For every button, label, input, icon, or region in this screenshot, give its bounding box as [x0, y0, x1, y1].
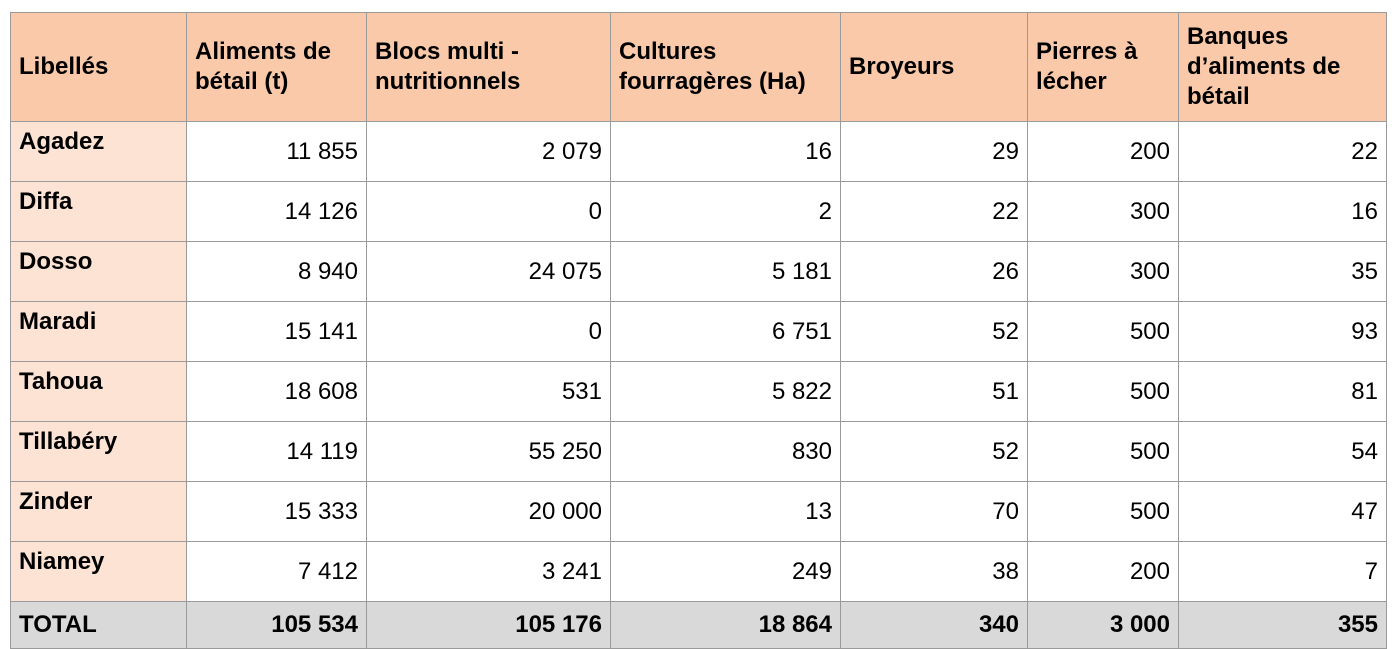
- value-cell: 18 608: [186, 361, 367, 422]
- table-row: Dosso 8 940 24 075 5 181 26 300 35: [10, 241, 1387, 302]
- row-label: Diffa: [10, 181, 187, 242]
- value-cell: 47: [1178, 481, 1387, 542]
- value-cell: 2 079: [366, 121, 611, 182]
- value-cell: 500: [1027, 481, 1179, 542]
- total-cell: 3 000: [1027, 601, 1179, 649]
- value-cell: 0: [366, 301, 611, 362]
- total-cell: 105 534: [186, 601, 367, 649]
- value-cell: 7: [1178, 541, 1387, 602]
- row-label: Tillabéry: [10, 421, 187, 482]
- value-cell: 14 119: [186, 421, 367, 482]
- value-cell: 2: [610, 181, 841, 242]
- value-cell: 500: [1027, 301, 1179, 362]
- value-cell: 830: [610, 421, 841, 482]
- value-cell: 22: [1178, 121, 1387, 182]
- value-cell: 300: [1027, 181, 1179, 242]
- value-cell: 55 250: [366, 421, 611, 482]
- value-cell: 7 412: [186, 541, 367, 602]
- value-cell: 200: [1027, 121, 1179, 182]
- value-cell: 29: [840, 121, 1028, 182]
- row-label: Agadez: [10, 121, 187, 182]
- page: Libellés Aliments de bétail (t) Blocs mult…: [10, 12, 1387, 649]
- table-row: Diffa 14 126 0 2 22 300 16: [10, 181, 1387, 242]
- table-row: Tillabéry 14 119 55 250 830 52 500 54: [10, 421, 1387, 482]
- value-cell: 3 241: [366, 541, 611, 602]
- header-row: Libellés Aliments de bétail (t) Blocs mult…: [10, 12, 1387, 122]
- total-label: TOTAL: [10, 601, 187, 649]
- value-cell: 531: [366, 361, 611, 422]
- total-cell: 18 864: [610, 601, 841, 649]
- row-label: Zinder: [10, 481, 187, 542]
- value-cell: 5 822: [610, 361, 841, 422]
- value-cell: 20 000: [366, 481, 611, 542]
- value-cell: 8 940: [186, 241, 367, 302]
- value-cell: 52: [840, 301, 1028, 362]
- total-cell: 340: [840, 601, 1028, 649]
- value-cell: 300: [1027, 241, 1179, 302]
- value-cell: 500: [1027, 421, 1179, 482]
- value-cell: 200: [1027, 541, 1179, 602]
- value-cell: 24 075: [366, 241, 611, 302]
- value-cell: 51: [840, 361, 1028, 422]
- value-cell: 500: [1027, 361, 1179, 422]
- data-table: Libellés Aliments de bétail (t) Blocs mult…: [10, 12, 1387, 649]
- value-cell: 14 126: [186, 181, 367, 242]
- value-cell: 16: [610, 121, 841, 182]
- header-cell: Libellés: [10, 12, 187, 122]
- table-body: Agadez 11 855 2 079 16 29 200 22 Diffa 14 126 0 2 2…: [10, 121, 1387, 649]
- header-cell: Aliments de bétail (t): [186, 12, 367, 122]
- header-cell: Banques d’aliments de bétail: [1178, 12, 1387, 122]
- value-cell: 0: [366, 181, 611, 242]
- total-cell: 105 176: [366, 601, 611, 649]
- table-row: Agadez 11 855 2 079 16 29 200 22: [10, 121, 1387, 182]
- value-cell: 38: [840, 541, 1028, 602]
- header-cell: Broyeurs: [840, 12, 1028, 122]
- value-cell: 52: [840, 421, 1028, 482]
- value-cell: 81: [1178, 361, 1387, 422]
- value-cell: 11 855: [186, 121, 367, 182]
- table-row: Zinder 15 333 20 000 13 70 500 47: [10, 481, 1387, 542]
- value-cell: 6 751: [610, 301, 841, 362]
- value-cell: 15 333: [186, 481, 367, 542]
- value-cell: 70: [840, 481, 1028, 542]
- value-cell: 15 141: [186, 301, 367, 362]
- total-row: TOTAL 105 534 105 176 18 864 340 3 000 355: [10, 601, 1387, 649]
- row-label: Tahoua: [10, 361, 187, 422]
- table-row: Niamey 7 412 3 241 249 38 200 7: [10, 541, 1387, 602]
- row-label: Maradi: [10, 301, 187, 362]
- value-cell: 5 181: [610, 241, 841, 302]
- row-label: Niamey: [10, 541, 187, 602]
- header-cell: Blocs multi - nutritionnels: [366, 12, 611, 122]
- value-cell: 13: [610, 481, 841, 542]
- value-cell: 22: [840, 181, 1028, 242]
- value-cell: 54: [1178, 421, 1387, 482]
- value-cell: 93: [1178, 301, 1387, 362]
- header-cell: Pierres à lécher: [1027, 12, 1179, 122]
- value-cell: 16: [1178, 181, 1387, 242]
- value-cell: 35: [1178, 241, 1387, 302]
- table-row: Tahoua 18 608 531 5 822 51 500 81: [10, 361, 1387, 422]
- value-cell: 26: [840, 241, 1028, 302]
- table-row: Maradi 15 141 0 6 751 52 500 93: [10, 301, 1387, 362]
- row-label: Dosso: [10, 241, 187, 302]
- header-cell: Cultures fourragères (Ha): [610, 12, 841, 122]
- total-cell: 355: [1178, 601, 1387, 649]
- value-cell: 249: [610, 541, 841, 602]
